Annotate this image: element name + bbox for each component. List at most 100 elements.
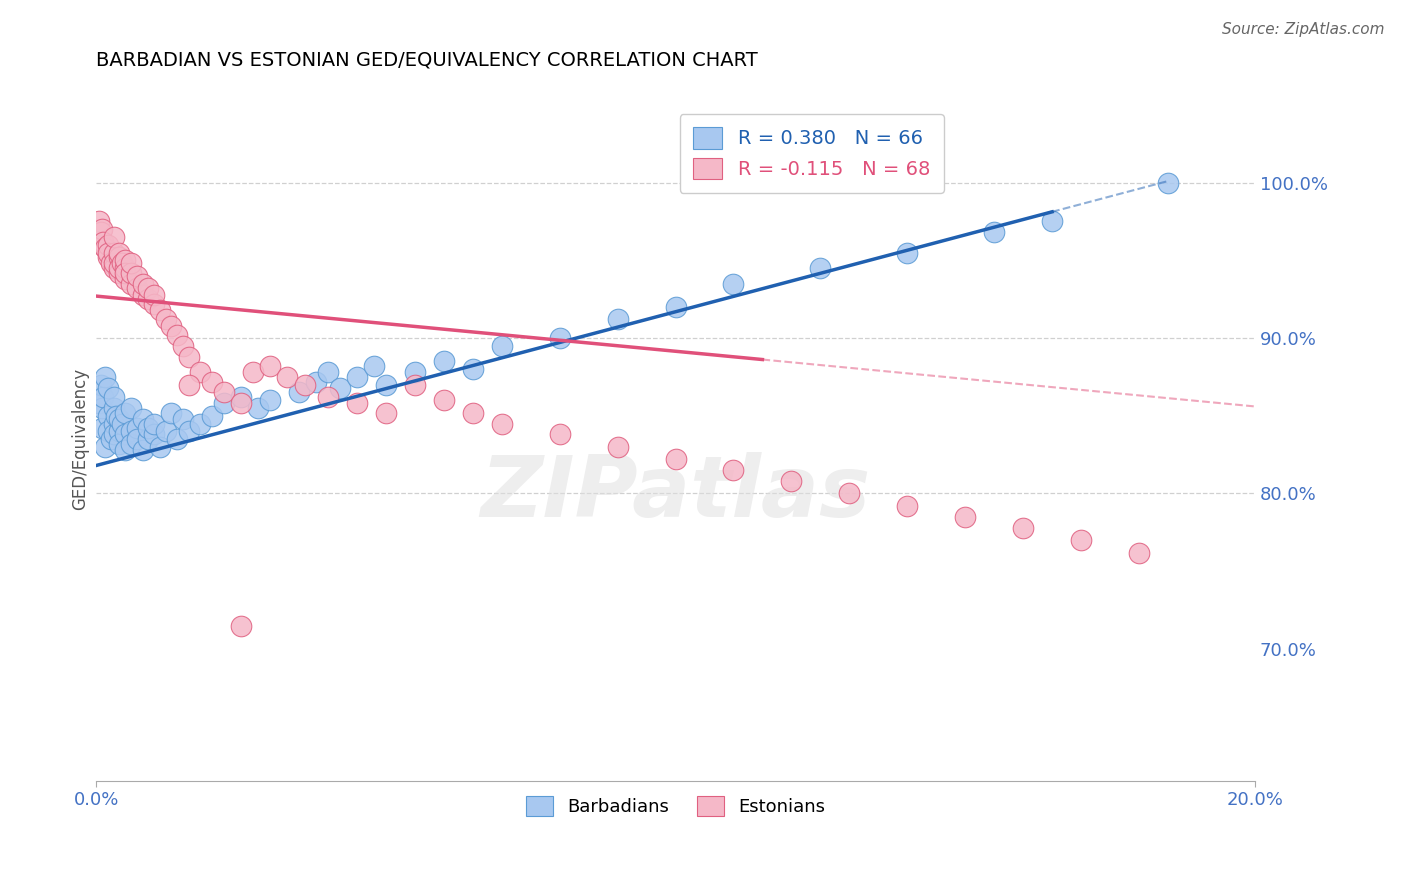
Point bbox=[242, 365, 264, 379]
Point bbox=[177, 350, 200, 364]
Point bbox=[131, 442, 153, 457]
Point bbox=[404, 377, 426, 392]
Point bbox=[461, 362, 484, 376]
Text: Source: ZipAtlas.com: Source: ZipAtlas.com bbox=[1222, 22, 1385, 37]
Point bbox=[491, 339, 513, 353]
Point bbox=[91, 222, 114, 236]
Point bbox=[316, 365, 339, 379]
Point bbox=[91, 237, 114, 252]
Point bbox=[103, 390, 125, 404]
Point bbox=[90, 377, 112, 392]
Point bbox=[160, 406, 183, 420]
Point bbox=[316, 390, 339, 404]
Point bbox=[259, 359, 281, 373]
Point bbox=[111, 417, 134, 431]
Point bbox=[87, 396, 110, 410]
Point bbox=[108, 261, 131, 276]
Point bbox=[404, 365, 426, 379]
Point bbox=[328, 381, 350, 395]
Point bbox=[114, 427, 136, 442]
Point bbox=[136, 432, 159, 446]
Point bbox=[125, 268, 148, 283]
Point bbox=[548, 427, 571, 442]
Point bbox=[433, 393, 456, 408]
Point bbox=[120, 256, 142, 270]
Point bbox=[103, 417, 125, 431]
Point bbox=[155, 425, 177, 439]
Point bbox=[953, 509, 976, 524]
Point bbox=[103, 256, 125, 270]
Point bbox=[363, 359, 385, 373]
Point bbox=[120, 266, 142, 280]
Point bbox=[114, 253, 136, 268]
Point bbox=[131, 412, 153, 426]
Point bbox=[120, 425, 142, 439]
Point bbox=[97, 245, 120, 260]
Point bbox=[97, 250, 120, 264]
Point bbox=[97, 381, 120, 395]
Point bbox=[346, 370, 368, 384]
Point bbox=[131, 287, 153, 301]
Point bbox=[143, 427, 166, 442]
Point bbox=[664, 300, 686, 314]
Text: ZIPatlas: ZIPatlas bbox=[481, 452, 870, 535]
Point bbox=[374, 377, 396, 392]
Point bbox=[103, 245, 125, 260]
Point bbox=[259, 393, 281, 408]
Point bbox=[114, 406, 136, 420]
Point bbox=[108, 250, 131, 264]
Point bbox=[94, 440, 117, 454]
Point bbox=[87, 214, 110, 228]
Point bbox=[91, 235, 114, 249]
Point bbox=[1128, 545, 1150, 559]
Point bbox=[94, 241, 117, 255]
Point bbox=[136, 421, 159, 435]
Point bbox=[91, 401, 114, 415]
Point bbox=[91, 390, 114, 404]
Text: BARBADIAN VS ESTONIAN GED/EQUIVALENCY CORRELATION CHART: BARBADIAN VS ESTONIAN GED/EQUIVALENCY CO… bbox=[96, 51, 758, 70]
Point bbox=[229, 390, 252, 404]
Point bbox=[896, 499, 918, 513]
Point bbox=[229, 618, 252, 632]
Point bbox=[108, 425, 131, 439]
Point bbox=[1040, 214, 1063, 228]
Point bbox=[212, 385, 235, 400]
Point bbox=[108, 245, 131, 260]
Point bbox=[177, 425, 200, 439]
Point bbox=[108, 436, 131, 450]
Point bbox=[114, 266, 136, 280]
Point bbox=[97, 409, 120, 423]
Point bbox=[433, 354, 456, 368]
Point bbox=[90, 226, 112, 240]
Point bbox=[166, 327, 188, 342]
Point bbox=[1157, 176, 1180, 190]
Point bbox=[723, 277, 745, 291]
Point bbox=[131, 277, 153, 291]
Point bbox=[212, 396, 235, 410]
Legend: Barbadians, Estonians: Barbadians, Estonians bbox=[519, 789, 832, 823]
Point bbox=[896, 245, 918, 260]
Point bbox=[97, 425, 120, 439]
Point bbox=[838, 486, 860, 500]
Point bbox=[103, 401, 125, 415]
Point bbox=[108, 412, 131, 426]
Point bbox=[1012, 521, 1035, 535]
Point bbox=[664, 452, 686, 467]
Point bbox=[294, 377, 316, 392]
Point bbox=[229, 396, 252, 410]
Point bbox=[346, 396, 368, 410]
Point bbox=[149, 440, 172, 454]
Point bbox=[288, 385, 311, 400]
Point bbox=[91, 421, 114, 435]
Point bbox=[172, 339, 194, 353]
Point bbox=[723, 463, 745, 477]
Point bbox=[125, 281, 148, 295]
Point bbox=[108, 266, 131, 280]
Point bbox=[491, 417, 513, 431]
Point bbox=[247, 401, 270, 415]
Point bbox=[201, 409, 224, 423]
Point bbox=[149, 303, 172, 318]
Point bbox=[120, 401, 142, 415]
Point bbox=[100, 432, 122, 446]
Point bbox=[125, 421, 148, 435]
